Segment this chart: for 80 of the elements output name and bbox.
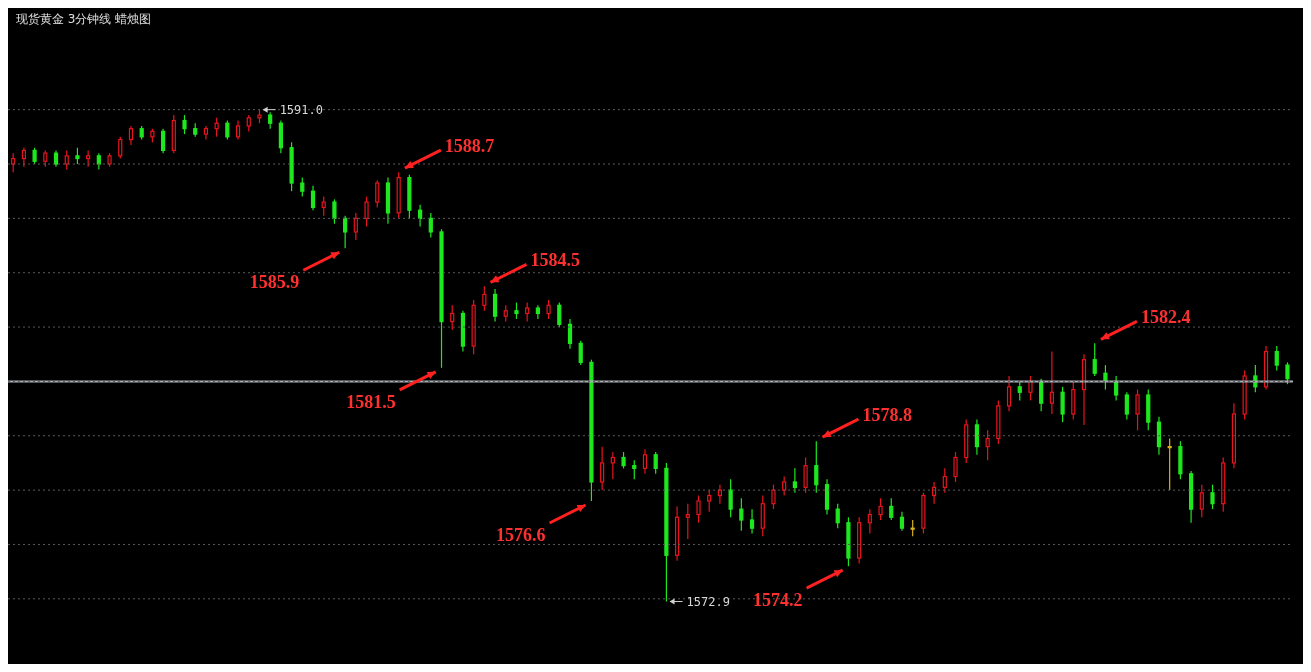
candlestick (942, 467, 947, 494)
candlestick (685, 503, 690, 540)
candlestick (782, 475, 787, 497)
candlestick (321, 196, 326, 217)
candlestick (64, 149, 69, 171)
annotation: 1581.5 (346, 391, 396, 412)
candlestick (1114, 375, 1119, 402)
candlestick (878, 497, 883, 521)
candlestick (1210, 484, 1215, 510)
candlestick (492, 288, 498, 323)
candlestick (428, 212, 433, 238)
candlestick (482, 285, 487, 312)
candlestick (867, 508, 872, 535)
candlestick (1039, 378, 1044, 412)
candlestick (600, 446, 605, 491)
annotation: 1576.6 (496, 524, 546, 545)
candlestick (343, 215, 348, 249)
candlestick (610, 451, 615, 480)
candlestick (525, 302, 530, 323)
candlestick (1285, 361, 1290, 385)
candlestick (118, 136, 123, 160)
candlestick (803, 456, 808, 494)
candlestick (1092, 342, 1097, 377)
candlestick (814, 440, 819, 494)
annotation: 1591.0 (279, 102, 324, 117)
candlestick (160, 128, 166, 154)
annotation: 1572.9 (686, 594, 730, 609)
candlestick (235, 119, 241, 141)
candlestick (953, 451, 958, 483)
candlestick (557, 302, 562, 328)
candlestick (1124, 391, 1129, 421)
candlestick (771, 484, 776, 510)
candlestick (128, 125, 134, 146)
candlestick (749, 508, 755, 535)
candlestick (1274, 345, 1279, 372)
candlestick (899, 511, 905, 532)
annotation: 1585.9 (249, 272, 300, 293)
candlestick (225, 119, 230, 141)
candlestick (1028, 375, 1033, 402)
candlestick (974, 418, 980, 456)
annotation: 1582.4 (1140, 307, 1191, 328)
candlestick (985, 429, 990, 461)
candlestick (739, 497, 744, 532)
candlestick (300, 176, 305, 198)
candlestick (792, 467, 797, 494)
candlestick (1135, 388, 1140, 431)
candlestick (653, 451, 658, 475)
candlestick (375, 179, 380, 209)
candlestick (1049, 350, 1054, 415)
candlestick (578, 340, 583, 366)
candlestick (835, 503, 840, 529)
candlestick (86, 149, 91, 168)
candlestick (889, 497, 894, 521)
candlestick (632, 459, 637, 480)
candlestick (696, 494, 701, 524)
candlestick (567, 318, 573, 350)
candlestick (707, 489, 712, 513)
candlestick (717, 484, 723, 505)
candlestick (1167, 437, 1172, 491)
candlestick (1199, 484, 1204, 518)
candlestick (11, 152, 16, 173)
candlestick (332, 198, 337, 225)
candlestick (642, 448, 648, 475)
annotation: 1578.8 (862, 405, 912, 426)
annotation: 1588.7 (444, 136, 495, 157)
chart-title: 现货黄金 3分钟线 蜡烛图 (16, 11, 152, 28)
annotation: 1574.2 (753, 590, 803, 611)
candlestick (182, 114, 187, 135)
candlestick (214, 117, 219, 138)
candlestick (450, 304, 455, 331)
candlestick (364, 196, 369, 228)
candlestick (353, 212, 358, 241)
candlestick (310, 185, 316, 211)
annotation: 1584.5 (530, 250, 581, 271)
candlestick (1006, 375, 1012, 412)
candlestick (1017, 380, 1022, 402)
candlestick (728, 478, 733, 518)
candlestick (1060, 386, 1065, 423)
candlestick (21, 147, 26, 168)
candlestick (546, 299, 551, 320)
